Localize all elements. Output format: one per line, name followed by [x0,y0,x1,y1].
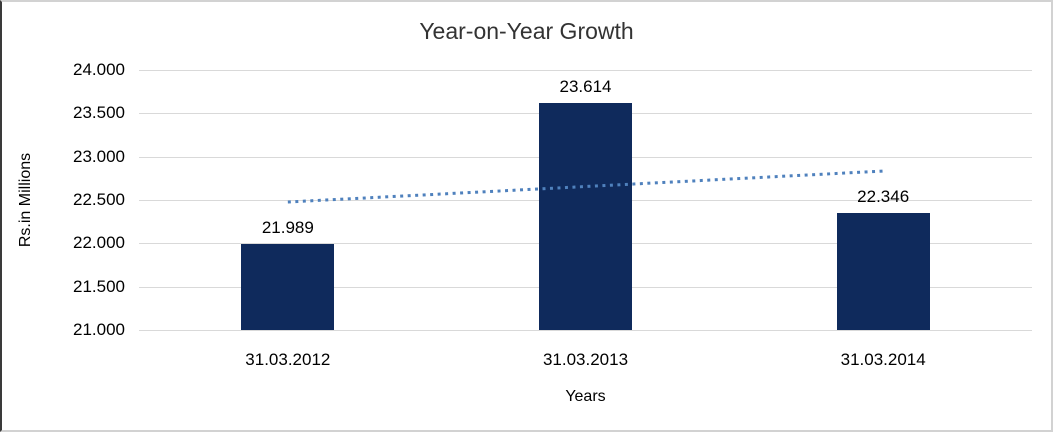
y-tick-label: 24.000 [73,60,125,79]
gridline [139,70,1032,71]
y-tick-label: 21.500 [73,276,125,296]
y-axis-title-text: Rs.in Millions [17,152,34,248]
bar-value-label: 22.346 [857,187,910,207]
y-tick-label: 23.500 [73,103,125,123]
y-tick-label: 22.000 [73,233,125,253]
bar [836,213,930,330]
y-tick-label: 23.000 [73,146,125,166]
bar [241,244,335,330]
bar-value-label: 21.989 [261,218,314,238]
bar [539,103,632,330]
x-tick-label: 31.03.2014 [840,350,926,369]
x-tick-label: 31.03.2013 [542,350,629,369]
y-tick-label: 22.500 [73,190,125,209]
chart-title: Year-on-Year Growth [419,18,634,44]
bar-value-label: 23.614 [559,77,612,97]
gridline [139,330,1032,331]
y-tick-label: 21.000 [73,320,125,339]
x-axis-title: Years [565,388,606,405]
x-tick-label: 31.03.2012 [245,350,331,369]
